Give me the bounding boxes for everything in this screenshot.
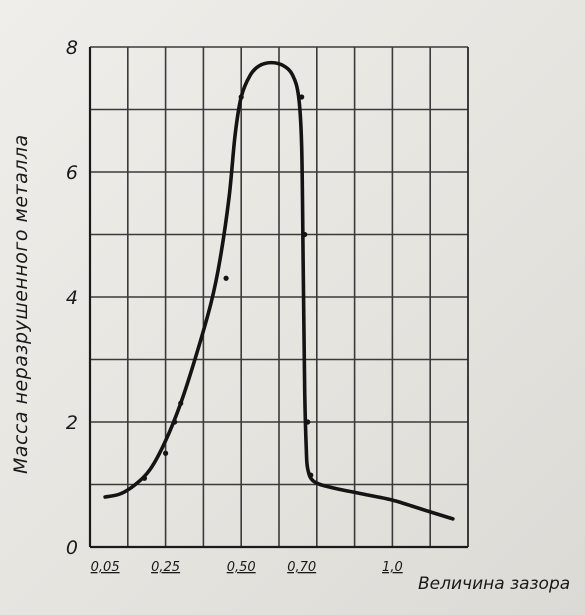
data-curve <box>103 60 455 521</box>
data-point <box>299 94 305 100</box>
data-point <box>302 231 308 238</box>
x-axis-label: Величина зазора <box>418 574 571 594</box>
data-point <box>305 419 311 425</box>
y-axis-label: Масса неразрушенного металла <box>10 134 32 474</box>
data-point <box>238 94 244 100</box>
x-tick-label: 0,05 <box>91 560 120 575</box>
y-tick-label: 6 <box>66 162 78 184</box>
x-tick-label: 0,70 <box>287 560 316 575</box>
x-tick-label: 1,0 <box>382 560 403 575</box>
x-tick-label: 0,50 <box>227 560 256 575</box>
data-point <box>163 450 169 456</box>
data-point <box>141 475 148 481</box>
y-tick-label: 8 <box>66 37 78 59</box>
data-point <box>223 275 229 281</box>
data-point <box>172 419 178 425</box>
y-tick-label: 0 <box>66 537 78 559</box>
data-point <box>178 400 184 406</box>
y-tick-label: 4 <box>66 287 78 309</box>
x-tick-label: 0,25 <box>151 560 180 575</box>
y-tick-label: 2 <box>66 412 78 434</box>
data-point <box>308 472 314 478</box>
